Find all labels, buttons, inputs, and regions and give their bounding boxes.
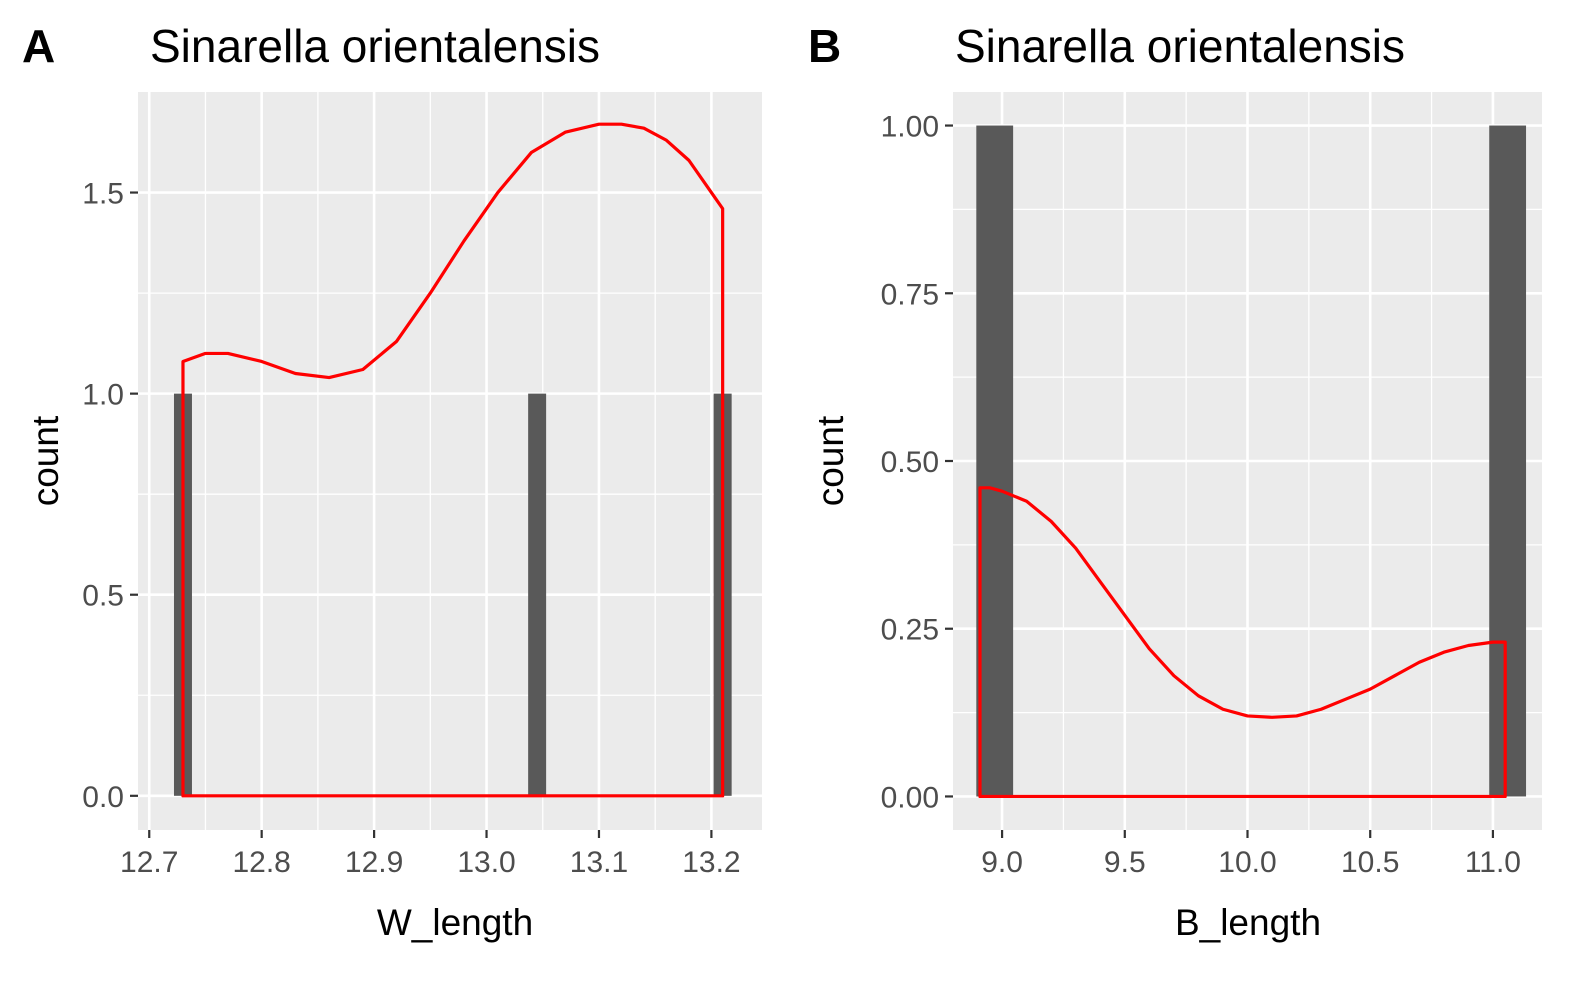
histogram-bar: [1489, 125, 1527, 797]
panel-b: 9.0 9.5 10.0 10.5 11.0 0.00 0.25 0.50 0.75 1.00 B_…: [808, 20, 1542, 943]
panel-letter: B: [808, 20, 841, 72]
x-tick-label: 12.7: [120, 846, 178, 879]
x-tick-label: 12.9: [345, 846, 403, 879]
plot-background: [138, 92, 762, 830]
y-tick-label: 0.5: [82, 580, 124, 613]
panel-a: 12.7 12.8 12.9 13.0 13.1 13.2 0.0 0.5 1.0 1.5 W_le…: [22, 20, 762, 943]
y-tick-label: 0.75: [881, 278, 939, 311]
x-axis-title: B_length: [1175, 902, 1321, 943]
x-tick-label: 9.0: [981, 846, 1023, 879]
y-axis-title: count: [25, 415, 66, 506]
panel-title: Sinarella orientalensis: [955, 20, 1405, 72]
x-tick-label: 13.0: [457, 846, 515, 879]
y-tick-label: 1.00: [881, 111, 939, 144]
x-tick-label: 13.2: [682, 846, 740, 879]
density-curve: [978, 486, 1507, 799]
panel-title: Sinarella orientalensis: [150, 20, 600, 72]
y-tick-label: 1.5: [82, 178, 124, 211]
x-tick-label: 10.5: [1341, 846, 1399, 879]
y-tick-label: 0.25: [881, 614, 939, 647]
y-tick-label: 1.0: [82, 379, 124, 412]
x-tick-label: 13.1: [570, 846, 628, 879]
x-tick-label: 9.5: [1104, 846, 1146, 879]
y-axis-title: count: [810, 415, 851, 506]
x-tick-label: 10.0: [1218, 846, 1276, 879]
histogram-bar: [528, 393, 547, 796]
y-tick-label: 0.50: [881, 446, 939, 479]
x-tick-label: 12.8: [232, 846, 290, 879]
y-tick-label: 0.00: [881, 781, 939, 814]
y-tick-label: 0.0: [82, 781, 124, 814]
density-curve: [181, 122, 725, 798]
histogram-bar: [976, 125, 1014, 797]
x-axis-title: W_length: [377, 902, 533, 943]
panel-letter: A: [22, 20, 55, 72]
x-tick-label: 11.0: [1465, 846, 1521, 879]
